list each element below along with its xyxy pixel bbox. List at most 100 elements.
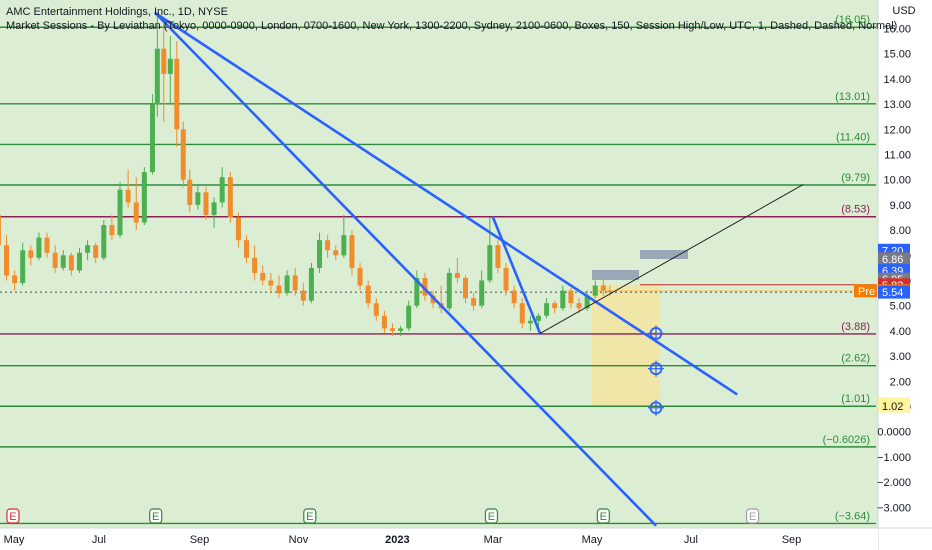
candle[interactable] xyxy=(252,257,258,273)
candle[interactable] xyxy=(349,235,355,268)
candle[interactable] xyxy=(495,245,501,268)
candle[interactable] xyxy=(471,298,477,306)
candle[interactable] xyxy=(308,267,314,301)
candle[interactable] xyxy=(511,290,517,304)
candle[interactable] xyxy=(12,275,18,284)
candle[interactable] xyxy=(93,245,99,258)
earnings-event-icon[interactable] xyxy=(149,508,163,524)
candle[interactable] xyxy=(44,237,50,253)
candle[interactable] xyxy=(357,267,363,286)
candle[interactable] xyxy=(544,303,550,316)
candle[interactable] xyxy=(276,285,282,294)
candle[interactable] xyxy=(28,250,34,258)
earnings-event-icon[interactable] xyxy=(303,508,317,524)
candle[interactable] xyxy=(462,277,468,299)
candle[interactable] xyxy=(414,277,420,306)
price-badge[interactable] xyxy=(878,399,910,413)
target-zone[interactable] xyxy=(592,284,661,407)
candle[interactable] xyxy=(141,172,147,223)
candle[interactable] xyxy=(390,328,396,331)
candle[interactable] xyxy=(76,252,82,271)
candle[interactable] xyxy=(227,177,233,218)
candle[interactable] xyxy=(341,235,347,256)
earnings-event-icon[interactable] xyxy=(484,508,499,524)
candle[interactable] xyxy=(333,250,339,256)
earnings-event-label: E xyxy=(488,511,495,523)
candle[interactable] xyxy=(503,267,509,291)
candle[interactable] xyxy=(560,290,566,309)
y-tick-label: 8.00 xyxy=(890,225,911,237)
candle[interactable] xyxy=(365,285,371,304)
candle[interactable] xyxy=(161,48,167,74)
trendline[interactable] xyxy=(539,184,804,334)
candle[interactable] xyxy=(422,277,428,296)
candle[interactable] xyxy=(284,275,290,294)
candle[interactable] xyxy=(154,48,160,105)
earnings-event-icon[interactable] xyxy=(745,508,760,524)
candle[interactable] xyxy=(325,240,331,251)
zone-box[interactable] xyxy=(640,250,688,259)
candle[interactable] xyxy=(167,58,173,74)
candle[interactable] xyxy=(125,189,131,203)
candle[interactable] xyxy=(535,315,541,321)
candle[interactable] xyxy=(607,290,613,293)
candle[interactable] xyxy=(244,240,250,258)
candle[interactable] xyxy=(85,245,91,253)
candle[interactable] xyxy=(211,202,217,215)
trendline[interactable] xyxy=(154,12,738,396)
candle[interactable] xyxy=(268,280,274,286)
candle[interactable] xyxy=(373,303,379,316)
candle[interactable] xyxy=(260,272,266,281)
candle[interactable] xyxy=(68,255,74,271)
zone-box[interactable] xyxy=(592,270,639,280)
earnings-event-icon[interactable] xyxy=(6,508,20,524)
candle[interactable] xyxy=(219,177,225,203)
candle[interactable] xyxy=(174,58,180,130)
price-badge[interactable] xyxy=(878,285,910,299)
candle[interactable] xyxy=(487,245,493,281)
trendline[interactable] xyxy=(491,216,542,335)
candle[interactable] xyxy=(180,129,186,180)
fib-level-label: (1.01) xyxy=(841,393,870,405)
candle[interactable] xyxy=(527,320,533,324)
indicator-legend[interactable]: Market Sessions - By Leviathan (Tokyo, 0… xyxy=(6,20,898,32)
candle[interactable] xyxy=(109,225,115,236)
candle[interactable] xyxy=(406,305,412,329)
candle[interactable] xyxy=(235,217,241,241)
candle[interactable] xyxy=(552,303,558,309)
candle[interactable] xyxy=(454,272,460,278)
candle[interactable] xyxy=(60,255,66,268)
candle[interactable] xyxy=(398,328,404,331)
candle[interactable] xyxy=(292,275,298,291)
price-badge[interactable] xyxy=(878,252,910,266)
candle[interactable] xyxy=(20,250,26,284)
earnings-event-icon[interactable] xyxy=(596,508,610,524)
premarket-tag xyxy=(854,284,877,298)
candle[interactable] xyxy=(600,285,606,291)
candle[interactable] xyxy=(430,295,436,304)
candle[interactable] xyxy=(317,240,323,268)
candle[interactable] xyxy=(52,252,58,268)
candle[interactable] xyxy=(187,179,193,205)
candle[interactable] xyxy=(3,245,9,276)
candle[interactable] xyxy=(568,290,574,304)
y-tick-label: 15.00 xyxy=(883,49,911,61)
candle[interactable] xyxy=(519,303,525,324)
candle[interactable] xyxy=(0,214,1,246)
candle[interactable] xyxy=(117,189,123,236)
candle[interactable] xyxy=(592,285,598,296)
candle[interactable] xyxy=(101,225,107,258)
candle[interactable] xyxy=(576,303,582,309)
candle[interactable] xyxy=(203,192,209,215)
candle[interactable] xyxy=(195,192,201,205)
candle[interactable] xyxy=(149,104,155,173)
candle[interactable] xyxy=(300,290,306,301)
candle[interactable] xyxy=(133,202,139,223)
candle[interactable] xyxy=(479,280,485,306)
candle[interactable] xyxy=(446,272,452,309)
trendline[interactable] xyxy=(154,12,657,527)
candle[interactable] xyxy=(381,315,387,329)
candle[interactable] xyxy=(36,237,42,258)
candle[interactable] xyxy=(584,295,590,309)
